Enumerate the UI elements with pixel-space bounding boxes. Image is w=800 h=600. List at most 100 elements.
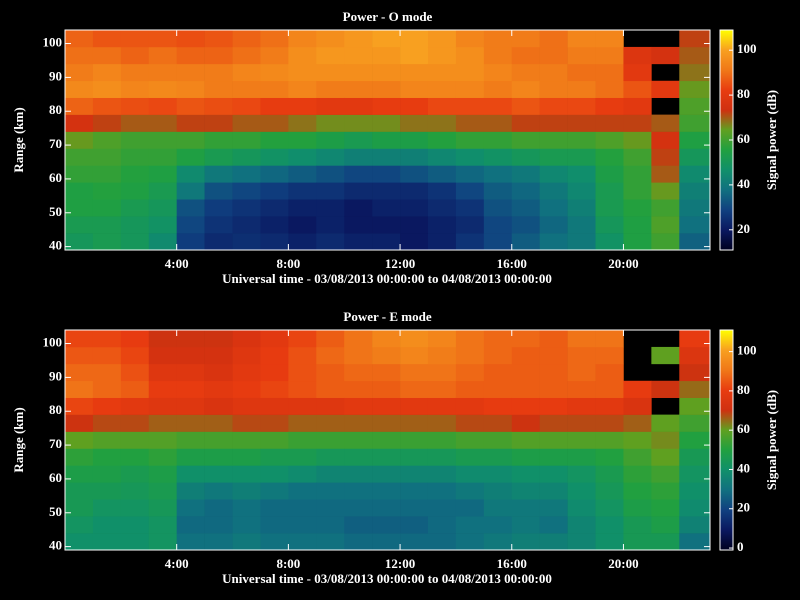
heatmap-cell (623, 465, 652, 483)
heatmap-cell (288, 346, 317, 365)
heatmap-cell (400, 397, 429, 415)
heatmap-cell (427, 216, 457, 234)
heatmap-cell (372, 465, 401, 483)
heatmap-cell (567, 346, 596, 365)
heatmap-cell (92, 216, 122, 234)
heatmap-cell (483, 114, 513, 132)
heatmap-cell (344, 397, 373, 415)
heatmap-cell (455, 482, 485, 500)
heatmap-cell (539, 97, 568, 115)
heatmap-cell (623, 499, 652, 517)
heatmap-cell (204, 233, 233, 251)
heatmap-cell (92, 482, 122, 500)
heatmap-cell (232, 482, 261, 500)
heatmap-cell (595, 30, 624, 48)
heatmap-cell (316, 199, 345, 217)
x-axis-label: Universal time - 03/08/2013 00:00:00 to … (222, 571, 552, 586)
colorbar-tick-label: 0 (737, 539, 744, 554)
heatmap-cell (567, 414, 596, 432)
heatmap-cell (483, 199, 513, 217)
heatmap-cell (567, 380, 596, 398)
heatmap-cell (372, 233, 401, 251)
colorbar-label: Signal power (dB) (764, 390, 779, 490)
heatmap-cell (372, 346, 401, 365)
heatmap-cell (400, 30, 429, 48)
heatmap-cell (65, 380, 94, 398)
heatmap-cell (120, 363, 150, 382)
heatmap-cell (651, 499, 680, 517)
heatmap-cell (92, 533, 122, 551)
heatmap-cell (232, 199, 261, 217)
heatmap-cell (651, 233, 680, 251)
heatmap-cell (204, 148, 233, 166)
heatmap-cell (679, 482, 711, 500)
colorbar-tick-label: 100 (737, 41, 757, 56)
heatmap-cell (120, 114, 150, 132)
heatmap-cell (567, 165, 596, 183)
heatmap-cell (316, 414, 345, 432)
heatmap-cell (176, 114, 205, 132)
heatmap-cell (92, 380, 122, 398)
heatmap-cell (623, 80, 652, 98)
heatmap-cell (455, 63, 485, 82)
heatmap-cell (148, 199, 177, 217)
chart-title: Power - E mode (343, 309, 431, 324)
heatmap-cell (679, 46, 711, 65)
heatmap-cell (344, 165, 373, 183)
heatmap-cell (679, 148, 711, 166)
heatmap-cell (679, 233, 711, 251)
heatmap-cell (427, 363, 457, 382)
heatmap-cell (623, 380, 652, 398)
heatmap-cell (455, 233, 485, 251)
heatmap-cell (623, 46, 652, 65)
heatmap-cell (679, 414, 711, 432)
heatmap-cell (623, 114, 652, 132)
heatmap-cell (679, 80, 711, 98)
heatmap-cell (455, 182, 485, 200)
heatmap-cell (204, 97, 233, 115)
heatmap-cell (288, 397, 317, 415)
heatmap-cell (288, 46, 317, 65)
heatmap-cell (344, 482, 373, 500)
heatmap-cell (483, 97, 513, 115)
heatmap-cell (120, 533, 150, 551)
heatmap-cell (204, 165, 233, 183)
heatmap-cell (427, 397, 457, 415)
heatmap-cell (511, 131, 540, 149)
heatmap-cell (539, 199, 568, 217)
heatmap-cell (65, 131, 94, 149)
heatmap-cell (595, 346, 624, 365)
heatmap-cell (679, 448, 711, 466)
heatmap-cell (400, 114, 429, 132)
heatmap-cell (372, 63, 401, 82)
heatmap-cell (232, 465, 261, 483)
heatmap-cell (539, 114, 568, 132)
heatmap-cell (511, 216, 540, 234)
heatmap-cell (483, 516, 513, 534)
heatmap-cell (148, 131, 177, 149)
heatmap-cell (176, 448, 205, 466)
heatmap-cell (483, 63, 513, 82)
heatmap-cell (623, 397, 652, 415)
heatmap-cell (651, 516, 680, 534)
heatmap-cell (148, 182, 177, 200)
heatmap-cell (120, 80, 150, 98)
heatmap-cell (455, 380, 485, 398)
heatmap-cell (372, 131, 401, 149)
heatmap-cell (148, 414, 177, 432)
heatmap-cell (679, 380, 711, 398)
heatmap-cell (595, 114, 624, 132)
y-axis-label: Range (km) (11, 107, 26, 172)
heatmap-cell (623, 131, 652, 149)
heatmap-cell (316, 330, 345, 348)
heatmap-cell (567, 448, 596, 466)
heatmap-cell (65, 363, 94, 382)
heatmap-cell (595, 131, 624, 149)
heatmap-cell (204, 30, 233, 48)
heatmap-cell (679, 397, 711, 415)
heatmap-cell (679, 431, 711, 449)
chart-title: Power - O mode (343, 9, 433, 24)
heatmap-cell (120, 233, 150, 251)
heatmap-cell (679, 363, 711, 382)
